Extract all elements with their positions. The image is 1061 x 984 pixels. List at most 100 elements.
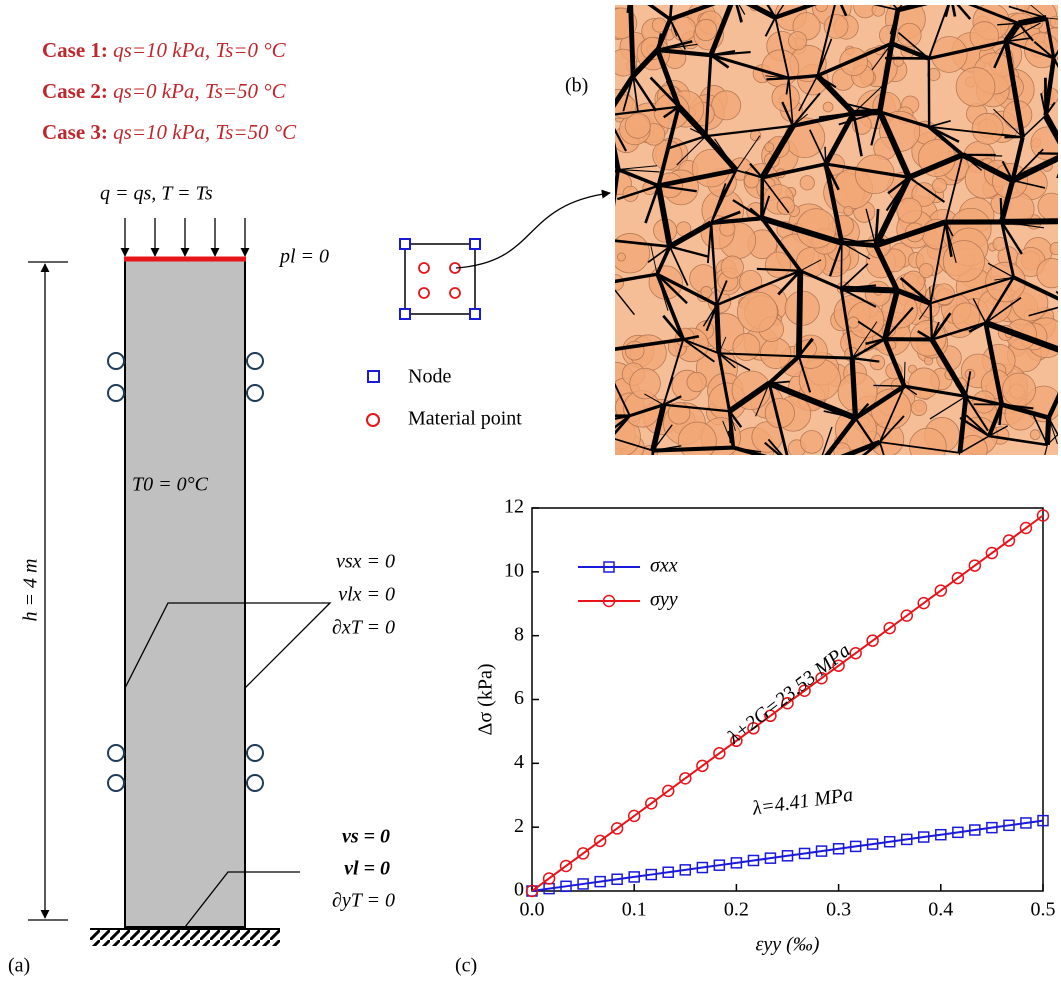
force-chain [840, 263, 869, 290]
force-chain [929, 303, 934, 340]
force-chain [961, 152, 1014, 183]
side-bc: vlx = 0 [338, 584, 395, 606]
marker [815, 671, 828, 685]
panel-c: 0.0 0.1 0.2 0.3 0.4 0.5 0 2 4 6 8 10 12 εyy (‰) Δσ (kP… [455, 496, 1056, 977]
panel-label: (b) [565, 75, 588, 97]
grain [1049, 15, 1058, 28]
force-chain [815, 73, 856, 116]
force-chain [676, 104, 709, 139]
force-chain [732, 199, 763, 220]
force-chain [861, 441, 881, 455]
force-chain [797, 337, 814, 358]
force-chain [1011, 406, 1049, 419]
force-chain [710, 53, 790, 80]
marker [627, 809, 641, 823]
force-chain [704, 55, 713, 137]
force-chain [884, 306, 914, 340]
force-chain [599, 320, 614, 351]
y-axis-label: Δσ (kPa) [475, 664, 497, 736]
nodes [399, 238, 481, 320]
load-arrows [120, 218, 250, 257]
y-tick-label: 8 [514, 623, 524, 645]
force-chain [972, 298, 987, 324]
x-tick-label: 0.3 [826, 899, 851, 921]
grain [799, 430, 824, 454]
force-chain [657, 47, 712, 58]
force-chain [965, 394, 1003, 407]
force-chain [824, 163, 840, 191]
panel-label: (a) [8, 955, 30, 977]
force-chain [889, 9, 899, 35]
marker [611, 873, 623, 886]
force-chain [774, 5, 818, 20]
force-chain [840, 287, 877, 308]
marker [713, 747, 726, 760]
marker [917, 596, 930, 610]
force-chain [597, 240, 609, 266]
force-chain [658, 167, 737, 189]
marker [798, 684, 811, 697]
grain [629, 367, 661, 400]
force-chain [873, 244, 900, 292]
marker [662, 866, 674, 878]
force-chain [1044, 101, 1056, 117]
force-chain [717, 353, 732, 412]
force-chain [626, 5, 630, 13]
force-chain [652, 445, 682, 452]
force-chain [1030, 5, 1047, 19]
x-tick-label: 0.2 [724, 899, 749, 921]
force-chain [617, 165, 658, 170]
force-chain [615, 414, 631, 420]
force-chain [841, 285, 898, 294]
grain [1002, 372, 1036, 407]
force-chain [656, 106, 681, 187]
force-chain [840, 242, 843, 289]
force-chain [788, 74, 818, 80]
force-chain [722, 420, 734, 448]
force-chain [994, 276, 1014, 281]
force-chain [615, 169, 620, 207]
grain [1029, 429, 1041, 441]
marker [866, 838, 879, 850]
force-chain [872, 5, 899, 11]
force-chain [714, 138, 737, 171]
force-chain [733, 446, 762, 453]
force-chain [785, 78, 790, 95]
marker [1036, 509, 1050, 522]
force-chain [877, 110, 912, 179]
force-chain [908, 176, 946, 203]
microstructure [593, 5, 1058, 476]
legend-point [366, 413, 380, 427]
force-chain [959, 435, 990, 454]
force-chain [871, 43, 893, 71]
grain [616, 252, 626, 262]
marker [1019, 521, 1033, 535]
force-chain [663, 403, 730, 413]
force-chain [841, 242, 871, 260]
force-chain [930, 276, 1014, 305]
force-chain [890, 41, 930, 61]
force-chain [663, 376, 674, 405]
grain [720, 255, 744, 279]
force-chain [897, 5, 929, 13]
force-chain [1044, 444, 1048, 455]
force-chain [984, 276, 1015, 324]
marker [594, 875, 606, 888]
force-chain [662, 314, 685, 341]
force-chain [841, 284, 877, 290]
annotation: λ=4.41 MPa [750, 784, 854, 820]
grain [897, 22, 922, 48]
force-chain [615, 127, 628, 152]
marker [713, 859, 726, 871]
force-chain [593, 436, 604, 453]
force-chain [789, 463, 798, 476]
marker [1020, 817, 1032, 829]
force-chain [823, 410, 856, 419]
force-chain [967, 5, 1020, 25]
force-chain [604, 412, 613, 436]
force-chain [873, 176, 912, 247]
force-chain [774, 5, 785, 18]
height-label: h = 4 m [20, 559, 42, 622]
grain [918, 263, 934, 278]
